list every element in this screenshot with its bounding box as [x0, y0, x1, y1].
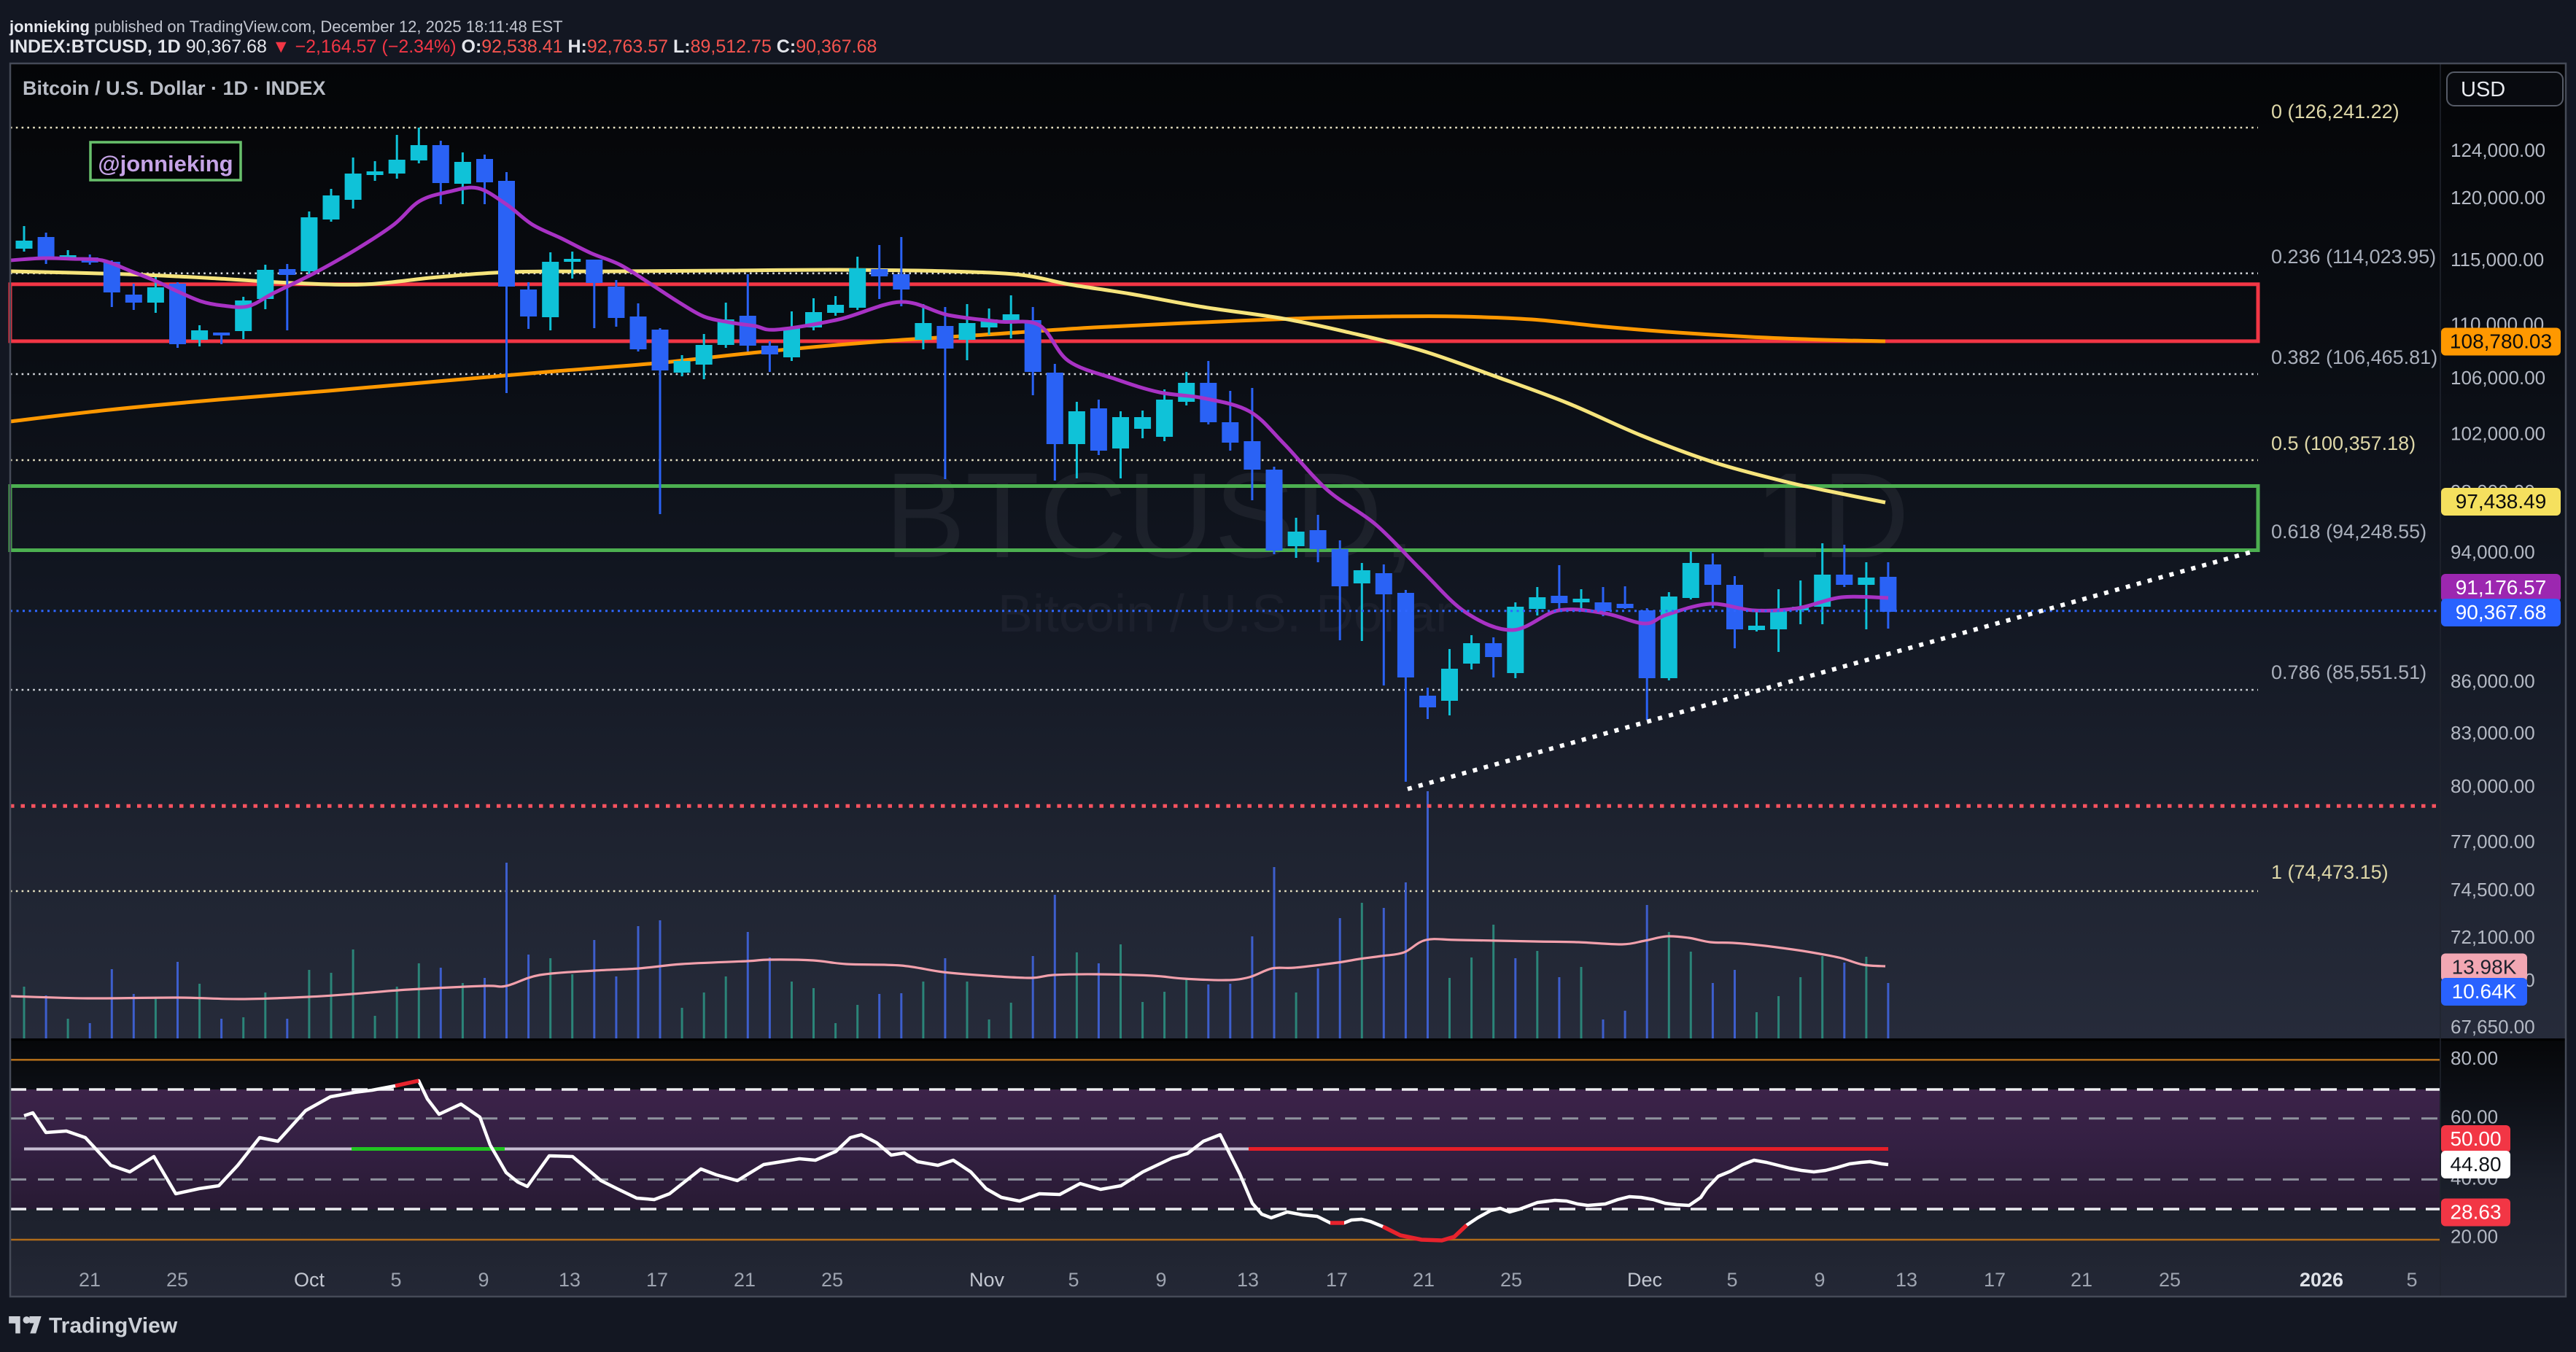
svg-text:Oct: Oct	[294, 1269, 325, 1291]
svg-text:72,100.00: 72,100.00	[2451, 926, 2535, 948]
svg-text:5: 5	[1726, 1269, 1737, 1291]
svg-text:13.98K: 13.98K	[2452, 955, 2517, 978]
svg-text:TradingView: TradingView	[49, 1314, 178, 1338]
svg-text:25: 25	[166, 1269, 188, 1291]
svg-text:94,000.00: 94,000.00	[2451, 541, 2535, 563]
svg-text:Bitcoin / U.S. Dollar · 1D · I: Bitcoin / U.S. Dollar · 1D · INDEX	[23, 77, 326, 99]
svg-text:86,000.00: 86,000.00	[2451, 670, 2535, 692]
svg-text:21: 21	[1413, 1269, 1435, 1291]
svg-text:120,000.00: 120,000.00	[2451, 187, 2545, 209]
svg-text:jonnieking published on Tradin: jonnieking published on TradingView.com,…	[9, 18, 563, 36]
svg-text:44.80: 44.80	[2450, 1153, 2501, 1176]
svg-text:USD: USD	[2461, 78, 2505, 101]
svg-text:60.00: 60.00	[2451, 1106, 2498, 1128]
svg-text:74,500.00: 74,500.00	[2451, 879, 2535, 901]
svg-text:124,000.00: 124,000.00	[2451, 139, 2545, 161]
svg-text:9: 9	[478, 1269, 489, 1291]
svg-text:90,367.68: 90,367.68	[2456, 601, 2547, 623]
svg-text:1D: 1D	[1755, 448, 1909, 583]
svg-text:13: 13	[1237, 1269, 1259, 1291]
svg-text:17: 17	[1326, 1269, 1348, 1291]
svg-text:102,000.00: 102,000.00	[2451, 422, 2545, 444]
svg-text:21: 21	[79, 1269, 101, 1291]
svg-text:5: 5	[1068, 1269, 1079, 1291]
svg-text:9: 9	[1814, 1269, 1825, 1291]
svg-text:Dec: Dec	[1627, 1269, 1662, 1291]
svg-text:77,000.00: 77,000.00	[2451, 831, 2535, 852]
svg-text:50.00: 50.00	[2450, 1127, 2501, 1150]
svg-text:0 (126,241.22): 0 (126,241.22)	[2271, 101, 2400, 123]
svg-text:21: 21	[2071, 1269, 2092, 1291]
svg-text:91,176.57: 91,176.57	[2456, 576, 2547, 599]
svg-text:106,000.00: 106,000.00	[2451, 367, 2545, 389]
svg-text:21: 21	[734, 1269, 756, 1291]
svg-text:5: 5	[2406, 1269, 2417, 1291]
svg-text:@jonnieking: @jonnieking	[98, 151, 233, 176]
svg-text:13: 13	[1896, 1269, 1917, 1291]
svg-text:17: 17	[1984, 1269, 2006, 1291]
svg-text:25: 25	[2159, 1269, 2181, 1291]
svg-text:108,780.03: 108,780.03	[2450, 330, 2552, 352]
svg-text:0.618 (94,248.55): 0.618 (94,248.55)	[2271, 521, 2426, 543]
svg-text:5: 5	[390, 1269, 401, 1291]
svg-text:13: 13	[559, 1269, 581, 1291]
svg-text:28.63: 28.63	[2450, 1200, 2501, 1223]
svg-text:97,438.49: 97,438.49	[2456, 490, 2547, 513]
svg-text:115,000.00: 115,000.00	[2451, 249, 2544, 271]
svg-text:10.64K: 10.64K	[2452, 980, 2517, 1003]
svg-text:0.382 (106,465.81): 0.382 (106,465.81)	[2271, 346, 2437, 368]
svg-text:0.236 (114,023.95): 0.236 (114,023.95)	[2271, 246, 2436, 268]
svg-text:0.786 (85,551.51): 0.786 (85,551.51)	[2271, 661, 2426, 683]
svg-text:17: 17	[646, 1269, 668, 1291]
svg-text:83,000.00: 83,000.00	[2451, 722, 2535, 744]
svg-text:BTCUSD,: BTCUSD,	[885, 448, 1416, 583]
svg-text:1 (74,473.15): 1 (74,473.15)	[2271, 861, 2389, 883]
svg-text:0.5 (100,357.18): 0.5 (100,357.18)	[2271, 432, 2416, 454]
svg-text:9: 9	[1155, 1269, 1166, 1291]
svg-text:INDEX:BTCUSD, 1D 90,367.68 ▼ −: INDEX:BTCUSD, 1D 90,367.68 ▼ −2,164.57 (…	[9, 36, 877, 57]
svg-text:25: 25	[821, 1269, 843, 1291]
svg-text:80.00: 80.00	[2451, 1047, 2498, 1069]
svg-text:80,000.00: 80,000.00	[2451, 775, 2535, 797]
svg-text:Nov: Nov	[969, 1269, 1005, 1291]
svg-text:Bitcoin / U.S. Dollar: Bitcoin / U.S. Dollar	[998, 585, 1453, 643]
svg-text:25: 25	[1500, 1269, 1522, 1291]
svg-text:67,650.00: 67,650.00	[2451, 1016, 2535, 1038]
svg-text:20.00: 20.00	[2451, 1226, 2498, 1248]
svg-text:2026: 2026	[2300, 1269, 2343, 1291]
